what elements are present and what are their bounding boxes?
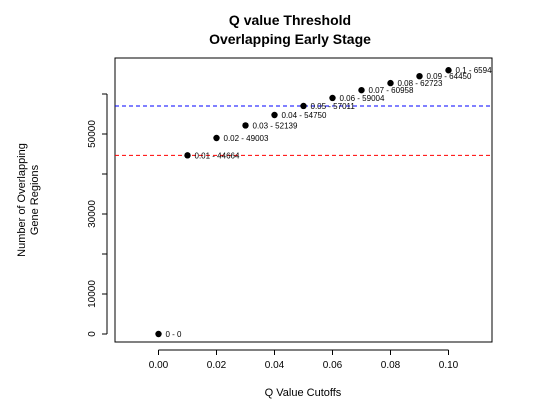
- data-point: [329, 94, 336, 102]
- data-points: 0 - 0 0.01 - 44664 0.02 - 49003 0.03 - 5213…: [155, 66, 492, 339]
- data-point-label: 0.02 - 49003: [224, 134, 269, 143]
- data-point-label: 0.03 - 52139: [253, 121, 298, 130]
- y-axis-label-line1: Number of Overlapping: [16, 143, 28, 257]
- data-point-label: 0 - 0: [166, 330, 183, 339]
- data-point: [300, 102, 307, 110]
- data-point: [445, 67, 452, 74]
- data-point-label: 0.05 - 57011: [311, 102, 356, 111]
- data-point: [358, 86, 365, 94]
- x-axis: 0.00 0.02 0.04 0.06 0.08 0.10: [149, 349, 459, 371]
- x-tick-label: 0.04: [265, 360, 285, 371]
- data-point-label: 0.04 - 54750: [282, 111, 327, 120]
- x-tick-label: 0.10: [439, 360, 459, 371]
- y-tick-label: 10000: [87, 280, 98, 308]
- x-axis-label: Q Value Cutoffs: [265, 387, 342, 399]
- data-point: [242, 122, 249, 129]
- data-point: [155, 330, 162, 338]
- plot-frame: [114, 57, 493, 343]
- y-axis-label-line2: Gene Regions: [29, 164, 41, 235]
- y-tick-label: 30000: [87, 200, 98, 228]
- data-point-label: 0.08 - 62723: [398, 79, 443, 88]
- data-point: [271, 111, 278, 119]
- chart-subtitle: Overlapping Early Stage: [209, 31, 371, 47]
- chart-title: Q value Threshold: [229, 12, 351, 28]
- data-point-label: 0.09 - 64450: [427, 72, 472, 81]
- x-tick-label: 0.00: [149, 360, 169, 371]
- data-point-label: 0.1 - 6594: [456, 66, 493, 75]
- y-tick-label: 0: [87, 331, 98, 337]
- data-point-label: 0.06 - 59004: [340, 94, 385, 103]
- data-point: [416, 73, 423, 80]
- y-tick-label: 50000: [87, 120, 98, 148]
- x-tick-label: 0.02: [207, 360, 227, 371]
- data-point-label: 0.07 - 60958: [369, 86, 414, 95]
- data-point-label: 0.01 - 44664: [195, 151, 240, 160]
- data-point: [184, 152, 191, 159]
- x-tick-label: 0.06: [323, 360, 343, 371]
- x-tick-label: 0.08: [381, 360, 401, 371]
- y-axis: 0 10000 30000 50000: [87, 93, 108, 337]
- data-point: [387, 79, 394, 87]
- data-point: [213, 134, 220, 142]
